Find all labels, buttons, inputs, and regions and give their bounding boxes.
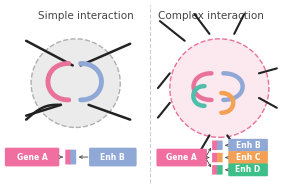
- FancyBboxPatch shape: [65, 150, 71, 164]
- FancyBboxPatch shape: [212, 165, 218, 175]
- Text: Enh B: Enh B: [100, 152, 125, 161]
- Text: Enh B: Enh B: [236, 141, 260, 150]
- Text: Enh C: Enh C: [236, 153, 260, 162]
- FancyBboxPatch shape: [217, 165, 223, 175]
- FancyBboxPatch shape: [217, 153, 223, 162]
- FancyBboxPatch shape: [156, 149, 207, 166]
- Circle shape: [31, 39, 120, 127]
- Circle shape: [170, 39, 269, 137]
- Text: Gene A: Gene A: [166, 153, 197, 162]
- FancyBboxPatch shape: [5, 148, 59, 166]
- FancyBboxPatch shape: [89, 148, 136, 166]
- Text: Enh D: Enh D: [236, 165, 261, 174]
- FancyBboxPatch shape: [228, 151, 268, 164]
- Text: Simple interaction: Simple interaction: [38, 11, 134, 21]
- FancyBboxPatch shape: [212, 153, 218, 162]
- FancyBboxPatch shape: [217, 140, 223, 150]
- FancyBboxPatch shape: [212, 140, 218, 150]
- FancyBboxPatch shape: [228, 139, 268, 152]
- FancyBboxPatch shape: [70, 150, 76, 164]
- Text: Complex interaction: Complex interaction: [158, 11, 264, 21]
- Text: Gene A: Gene A: [17, 152, 47, 161]
- FancyBboxPatch shape: [228, 163, 268, 176]
